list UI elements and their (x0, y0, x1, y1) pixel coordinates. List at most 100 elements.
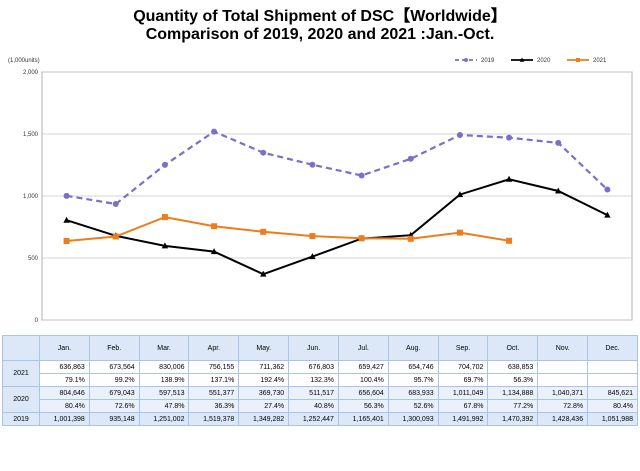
data-point (456, 229, 463, 236)
table-value-cell: 1,470,392 (487, 412, 539, 426)
legend-entry-2020: 2020 (511, 57, 551, 64)
table-value-cell: 1,051,988 (587, 412, 638, 426)
table-value-cell (587, 360, 638, 374)
table-percent-cell: 95.7% (387, 373, 439, 387)
data-point (604, 211, 611, 218)
table-value-cell: 935,148 (88, 412, 140, 426)
table-percent-cell: 36.3% (188, 399, 240, 413)
table-percent-cell: 72.8% (537, 399, 589, 413)
legend-entry-2019: 2019 (455, 58, 495, 64)
table-year-label: 2020 (2, 386, 40, 413)
data-point (506, 134, 513, 141)
table-value-cell: 711,362 (238, 360, 290, 374)
data-point (604, 186, 611, 193)
chart-legend: 2019 2020 2021 (455, 57, 607, 64)
table-percent-cell: 80.4% (587, 399, 638, 413)
table-percent-cell: 137.1% (188, 373, 240, 387)
data-point (161, 214, 168, 221)
series-2019 (63, 128, 611, 208)
table-percent-cell (587, 373, 638, 387)
data-point (309, 161, 316, 168)
table-value-cell: 1,011,049 (437, 386, 489, 400)
table-value-cell: 673,564 (88, 360, 140, 374)
table-value-cell: 676,803 (288, 360, 339, 374)
data-point (456, 191, 464, 198)
table-percent-cell: 27.4% (238, 399, 290, 413)
y-tick-label: 500 (28, 256, 39, 262)
table-percent-cell: 56.3% (487, 373, 539, 387)
series-2020 (63, 175, 611, 277)
table-percent-cell: 56.3% (337, 399, 389, 413)
data-point (260, 149, 267, 156)
data-point (112, 233, 119, 240)
legend-label: 2019 (481, 58, 495, 64)
y-axis-ticks: (1,000units) 0 500 1,000 1,500 2,000 (8, 58, 40, 324)
table-percent-cell: 192.4% (238, 373, 290, 387)
series-line-2019 (66, 130, 609, 206)
table-percent-cell: 79.1% (39, 373, 90, 387)
data-point (309, 253, 316, 260)
data-point (407, 235, 414, 242)
chart-title-line2: Comparison of 2019, 2020 and 2021 :Jan.-… (145, 26, 495, 43)
data-point (555, 139, 562, 146)
table-value-cell: 1,134,888 (487, 386, 539, 400)
data-point (505, 175, 513, 182)
data-point (555, 187, 562, 194)
legend-marker (576, 58, 580, 62)
table-month-header: Aug. (387, 335, 439, 361)
table-corner-cell (2, 335, 40, 361)
series-line-2020 (66, 178, 608, 276)
data-point (309, 233, 316, 240)
table-value-cell: 511,517 (288, 386, 339, 400)
table-month-header: Jul. (337, 335, 389, 361)
data-point (63, 192, 70, 199)
data-point (63, 216, 70, 223)
table-month-header: Jan. (39, 335, 90, 361)
data-point (112, 201, 119, 208)
table-percent-cell: 47.8% (138, 399, 190, 413)
line-chart: (1,000units) 0 500 1,000 1,500 2,000 2019 2020… (8, 57, 633, 324)
data-point (506, 237, 513, 244)
y-tick-label: 0 (35, 318, 39, 324)
unit-label: (1,000units) (8, 58, 40, 64)
table-percent-cell: 52.6% (387, 399, 439, 413)
table-row: 79.1% 99.2% 138.9% 137.1% 192.4% 132.3% 100.4%… (3, 373, 638, 387)
table-percent-cell (537, 373, 589, 387)
chart-series (63, 128, 611, 277)
table-percent-cell: 80.4% (39, 399, 90, 413)
data-point (260, 270, 267, 277)
table-value-cell: 638,853 (487, 360, 539, 374)
chart-title-line1: Quantity of Total Shipment of DSC【Worldw… (133, 8, 507, 25)
table-header-row: Jan. Feb. Mar. Apr. May. Jun. Jul. Aug. … (2, 335, 638, 361)
table-row: 2021 636,863 673,564 830,006 756,155 711,362 6… (2, 360, 638, 387)
table-value-cell: 1,001,398 (39, 412, 90, 426)
table-month-header: Mar. (138, 335, 190, 361)
legend-entry-2021: 2021 (567, 58, 607, 64)
chart-grid (41, 71, 633, 321)
table-value-cell: 597,513 (138, 386, 190, 400)
legend-label: 2021 (593, 58, 607, 64)
table-value-cell: 656,604 (337, 386, 389, 400)
table-percent-cell: 40.8% (288, 399, 339, 413)
table-value-cell: 679,043 (88, 386, 140, 400)
data-table: Jan. Feb. Mar. Apr. May. Jun. Jul. Aug. … (2, 335, 638, 426)
y-tick-label: 1,500 (23, 132, 39, 138)
table-month-header: Nov. (537, 335, 589, 361)
data-point (210, 248, 218, 255)
table-value-cell: 654,746 (387, 360, 439, 374)
table-value-cell: 1,491,992 (437, 412, 489, 426)
table-value-cell: 636,863 (39, 360, 90, 374)
table-value-cell: 845,621 (587, 386, 638, 400)
table-value-cell: 1,252,447 (288, 412, 339, 426)
table-value-cell: 1,040,371 (537, 386, 589, 400)
table-percent-cell: 138.9% (138, 373, 190, 387)
data-point (456, 131, 463, 138)
table-value-cell: 704,702 (437, 360, 489, 374)
series-2021 (63, 214, 513, 245)
series-line-2021 (66, 216, 510, 242)
table-percent-cell: 100.4% (337, 373, 389, 387)
table-value-cell (537, 360, 589, 374)
table-row: 80.4% 72.6% 47.8% 36.3% 27.4% 40.8% 56.3% 52.6%… (3, 399, 638, 413)
table-value-cell: 369,730 (238, 386, 290, 400)
table-value-cell: 1,519,378 (188, 412, 240, 426)
